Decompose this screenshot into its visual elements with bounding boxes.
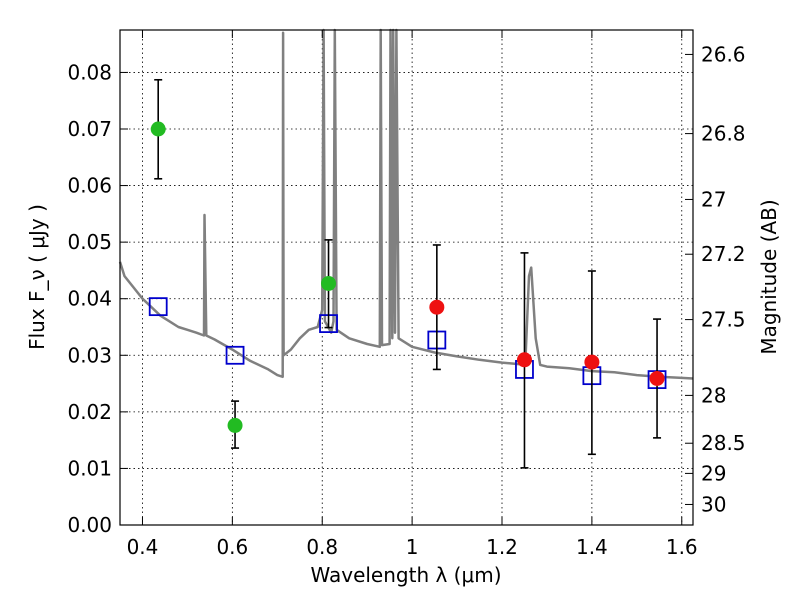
y-right-tick-label: 28.5: [701, 431, 746, 455]
x-tick-label: 1: [406, 535, 419, 559]
x-tick-label: 1.6: [666, 535, 698, 559]
observed-point-red: [516, 352, 532, 368]
observed-point-green: [227, 417, 243, 433]
x-tick-label: 0.4: [127, 535, 159, 559]
model-photometry-box: [225, 345, 245, 365]
y-tick-label: 0.06: [67, 174, 112, 198]
observed-point-red: [584, 354, 600, 370]
observed-point-red: [649, 370, 665, 386]
y-right-tick-label: 26.8: [701, 122, 746, 146]
y-right-tick-label: 27.5: [701, 308, 746, 332]
y-axis-label: Flux F_ν ( μJy ): [25, 204, 49, 350]
y-right-tick-label: 26.6: [701, 42, 746, 66]
sed-model-line: [118, 28, 694, 380]
observed-point-green: [150, 121, 166, 137]
x-tick-label: 1.2: [486, 535, 518, 559]
y-right-tick-label: 30: [701, 492, 726, 516]
model-photometry-box: [148, 297, 168, 317]
y-tick-label: 0.08: [67, 60, 112, 84]
y-tick-label: 0.01: [67, 456, 112, 480]
x-axis-label: Wavelength λ (μm): [310, 563, 501, 587]
observed-point-red: [429, 299, 445, 315]
y-tick-label: 0.04: [67, 287, 112, 311]
x-tick-label: 0.6: [216, 535, 248, 559]
y-right-tick-label: 28: [701, 383, 726, 407]
sed-model-curve: [118, 28, 694, 380]
y-tick-label: 0.03: [67, 343, 112, 367]
y-right-tick-label: 27: [701, 187, 726, 211]
y-tick-label: 0.07: [67, 117, 112, 141]
y-tick-label: 0.00: [67, 513, 112, 537]
axis-ticks: 0.4 0.6 0.8 1 1.2 1.4 1.6 0.00 0.01 0.02 0.03 0.04 0…: [67, 30, 746, 559]
y-axis-right-label: Magnitude (AB): [757, 199, 781, 354]
plot-frame: [119, 29, 694, 526]
data-markers: [148, 78, 667, 469]
y-right-tick-label: 27.2: [701, 242, 746, 266]
x-tick-label: 0.8: [306, 535, 338, 559]
y-tick-label: 0.05: [67, 230, 112, 254]
x-tick-label: 1.4: [576, 535, 608, 559]
y-right-tick-label: 29: [701, 461, 726, 485]
y-tick-label: 0.02: [67, 400, 112, 424]
observed-point-green: [321, 275, 337, 291]
